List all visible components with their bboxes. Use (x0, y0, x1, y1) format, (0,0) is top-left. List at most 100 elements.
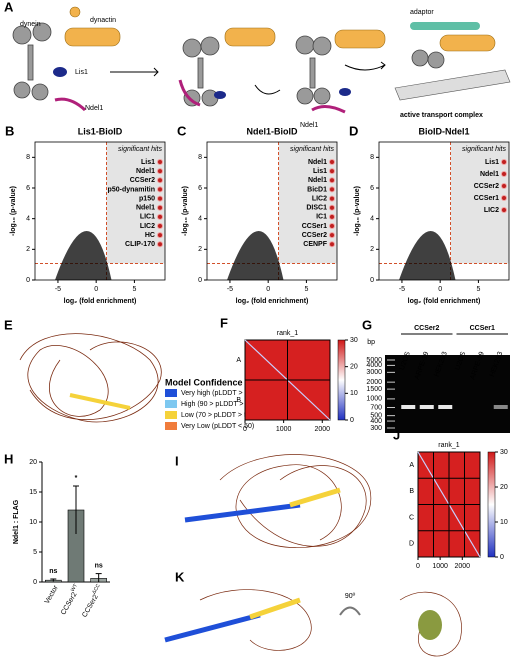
label: active transport complex (400, 112, 483, 119)
y-tick-label: 2 (370, 246, 374, 253)
colorbar (337, 339, 346, 421)
ladder-label: 1000 (366, 396, 382, 403)
y-tick-label: 10 (29, 519, 37, 526)
ladder-label: 400 (370, 418, 382, 425)
panel-label: K (175, 569, 185, 584)
x-axis-label: log₂ (fold enrichment) (64, 298, 137, 305)
band (419, 405, 434, 409)
gel (385, 355, 510, 433)
hit-dot (329, 177, 335, 184)
row-label: A (236, 357, 241, 364)
hit-label: CCSer2 (474, 183, 499, 190)
y-tick-label: 4 (370, 216, 374, 223)
x-tick-label: 2000 (454, 563, 470, 570)
panel-title: BioID-Ndel1 (418, 126, 469, 136)
y-tick-label: 0 (198, 277, 202, 284)
y-tick-label: 2 (26, 246, 30, 253)
ladder-label: 3000 (366, 369, 382, 376)
ladder-label: 2000 (366, 379, 382, 386)
hit-label: CCSer2 (130, 177, 155, 184)
row-label: C (409, 514, 414, 521)
annotation: * (75, 475, 78, 482)
hit-label: Ndel1 (308, 177, 327, 184)
hit-label: IC1 (316, 214, 327, 221)
rotate-arrow (339, 606, 361, 616)
panel-title: rank_1 (277, 330, 299, 337)
helix (184, 502, 301, 523)
panel-label: D (349, 123, 358, 138)
legend-label: High (90 > pLDDT > 70) (181, 401, 256, 408)
label: adaptor (410, 9, 434, 16)
hit-label: Lis1 (485, 159, 499, 166)
row-label: D (409, 541, 414, 548)
colorbar-label: 30 (350, 337, 358, 344)
hit-label: Ndel1 (136, 168, 155, 175)
legend-title: Model Confidence (165, 377, 243, 387)
group-label: CCSer2 (414, 325, 439, 332)
panel-a: A dynein dynactin Lis1 Ndel1 Ndel1 adapt… (4, 0, 511, 129)
ladder-label: 300 (370, 425, 382, 432)
lis1-drawing (53, 67, 351, 99)
hit-label: HC (145, 232, 155, 239)
label: Ndel1 (85, 105, 103, 112)
panel-label: I (175, 453, 179, 468)
significance-box (278, 142, 337, 264)
hit-dot (157, 204, 163, 211)
hit-dot (329, 213, 335, 220)
hit-dot (157, 168, 163, 175)
box-label: significant hits (118, 146, 162, 153)
legend-label: Very high (pLDDT > 90) (181, 390, 255, 397)
colorbar-label: 10 (350, 390, 358, 397)
helix (289, 487, 341, 508)
panel-title: Lis1-BioID (78, 126, 123, 136)
hit-label: DISC1 (306, 205, 327, 212)
ndel1-drawing (54, 79, 346, 114)
hit-label: LIC1 (140, 214, 155, 221)
x-tick-label: Vector (44, 584, 60, 605)
y-axis-label: Ndel1 : FLAG (13, 499, 20, 544)
helix (418, 610, 442, 640)
ladder-unit: bp (367, 339, 375, 346)
hit-label: CENPF (303, 241, 327, 248)
colorbar-label: 0 (500, 554, 504, 561)
hit-dot (329, 195, 335, 202)
x-tick-label: CCSer2WT (58, 583, 83, 616)
panel-k: K 90º (164, 569, 462, 657)
panel-label: F (220, 315, 228, 330)
annotation: ns (49, 568, 57, 575)
x-tick-label: 0 (266, 286, 270, 293)
panel-label: H (4, 451, 13, 466)
x-tick-label: CCSer2ΔCC (79, 583, 105, 619)
hit-dot (329, 159, 335, 165)
y-tick-label: 4 (26, 216, 30, 223)
hit-label: CCSer2 (302, 232, 327, 239)
ladder-label: 500 (370, 412, 382, 419)
arrows (110, 61, 386, 95)
legend-swatch (165, 400, 177, 408)
helix (164, 612, 261, 643)
y-tick-label: 6 (26, 185, 30, 192)
hit-dot (329, 223, 335, 230)
panel-h: H 0 5 10 15 20 Ndel1 : FLAG ns Vector * CCSer2WT ns… (4, 451, 110, 619)
x-tick-label: -5 (55, 286, 61, 293)
hit-dot (157, 159, 163, 165)
legend-label: Low (70 > pLDDT > 50) (181, 412, 254, 419)
hit-label: Ndel1 (480, 171, 499, 178)
hit-dot (501, 207, 507, 213)
panel-label: A (4, 0, 14, 14)
hit-dot (157, 186, 163, 193)
band (401, 405, 416, 409)
structure-drawing (19, 333, 162, 423)
hit-dot (329, 168, 335, 175)
plot-frame (206, 141, 338, 281)
y-tick-label: 6 (198, 185, 202, 192)
panel-label: J (393, 427, 400, 442)
y-axis-label: -log₁₀ (p-value) (182, 186, 189, 236)
hit-label: LIC2 (312, 195, 327, 202)
ladder-label: 4000 (366, 362, 382, 369)
x-tick-label: 2000 (314, 426, 330, 433)
hit-label: CCSer1 (474, 195, 499, 202)
y-axis-label: -log₁₀ (p-value) (354, 186, 361, 236)
